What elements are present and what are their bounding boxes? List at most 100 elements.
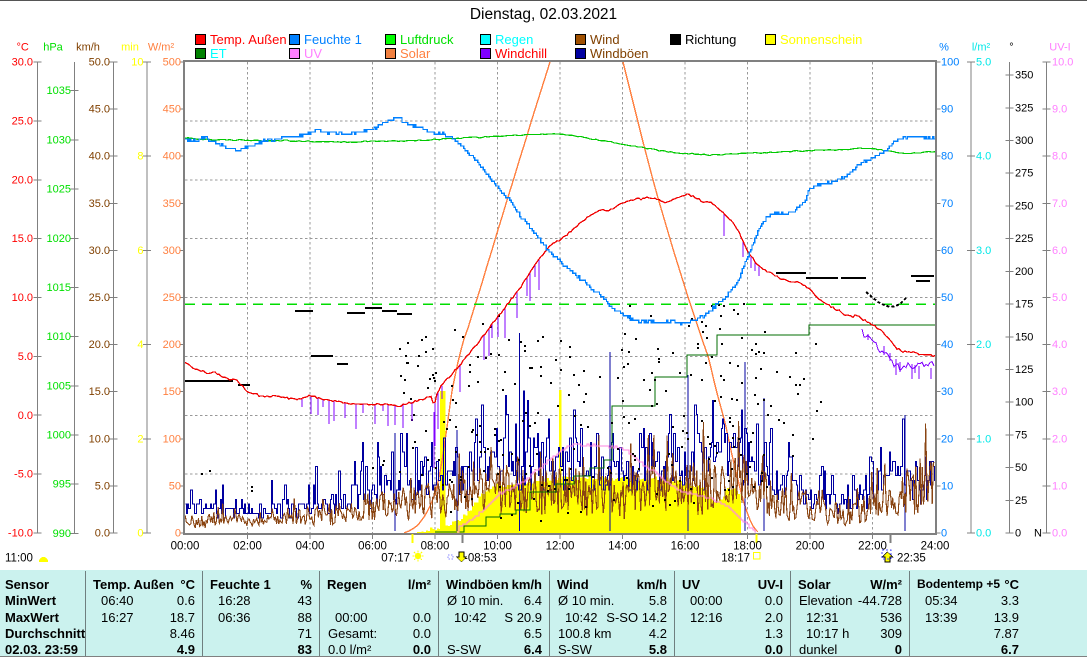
svg-text:70: 70: [941, 198, 953, 210]
svg-text:5.0: 5.0: [18, 351, 33, 363]
svg-text:350: 350: [163, 198, 181, 210]
svg-text:995: 995: [53, 479, 71, 491]
svg-text:4.0: 4.0: [976, 151, 991, 163]
svg-text:10:00: 10:00: [483, 541, 512, 553]
svg-text:40.0: 40.0: [89, 151, 110, 163]
svg-text:5.0: 5.0: [1052, 292, 1067, 304]
svg-text:60: 60: [941, 245, 953, 257]
svg-text:0.0: 0.0: [1052, 528, 1067, 540]
svg-text:6.0: 6.0: [1052, 245, 1067, 257]
svg-text:25.0: 25.0: [12, 115, 33, 127]
svg-text:100: 100: [163, 433, 181, 445]
svg-text:3.0: 3.0: [1052, 386, 1067, 398]
svg-text:10.0: 10.0: [12, 292, 33, 304]
svg-text:5.0: 5.0: [976, 57, 991, 69]
svg-text:02:00: 02:00: [233, 541, 262, 553]
svg-text:20:00: 20:00: [796, 541, 825, 553]
svg-text:990: 990: [53, 528, 71, 540]
svg-text:l/m²: l/m²: [972, 42, 991, 54]
svg-text:80: 80: [941, 151, 953, 163]
svg-text:-08:53: -08:53: [464, 553, 497, 565]
svg-text:125: 125: [1015, 364, 1033, 376]
svg-text:350: 350: [1015, 70, 1033, 82]
svg-text:2.0: 2.0: [976, 339, 991, 351]
svg-text:35.0: 35.0: [89, 198, 110, 210]
svg-text:15.0: 15.0: [12, 233, 33, 245]
svg-text:3.0: 3.0: [976, 245, 991, 257]
svg-text:20.0: 20.0: [12, 174, 33, 186]
svg-text:2.0: 2.0: [1052, 433, 1067, 445]
svg-text:10.0: 10.0: [1052, 57, 1073, 69]
svg-text:4: 4: [137, 339, 143, 351]
svg-text:0: 0: [1015, 528, 1021, 540]
svg-text:1.0: 1.0: [976, 433, 991, 445]
svg-text:1020: 1020: [47, 233, 71, 245]
svg-text:0: 0: [137, 528, 143, 540]
svg-text:325: 325: [1015, 102, 1033, 114]
svg-text:4.0: 4.0: [1052, 339, 1067, 351]
svg-text:500: 500: [163, 57, 181, 69]
svg-text:100: 100: [941, 57, 959, 69]
svg-text:450: 450: [163, 104, 181, 116]
svg-text:5.0: 5.0: [95, 480, 110, 492]
svg-text:400: 400: [163, 151, 181, 163]
svg-text:30: 30: [941, 386, 953, 398]
svg-text:18:17: 18:17: [721, 553, 750, 565]
svg-text:00:00: 00:00: [171, 541, 200, 553]
svg-text:hPa: hPa: [43, 42, 63, 54]
svg-text:%: %: [939, 42, 949, 54]
svg-text:6: 6: [137, 245, 143, 257]
svg-text:175: 175: [1015, 299, 1033, 311]
svg-text:07:17: 07:17: [381, 553, 410, 565]
svg-text:45.0: 45.0: [89, 104, 110, 116]
svg-text:50: 50: [169, 480, 181, 492]
svg-text:7.0: 7.0: [1052, 198, 1067, 210]
svg-text:30.0: 30.0: [89, 245, 110, 257]
svg-text:-5.0: -5.0: [14, 469, 33, 481]
svg-text:50.0: 50.0: [89, 57, 110, 69]
svg-text:-10.0: -10.0: [8, 528, 33, 540]
svg-text:24:00: 24:00: [921, 541, 950, 553]
svg-text:04:00: 04:00: [296, 541, 325, 553]
svg-text:0.0: 0.0: [95, 528, 110, 540]
svg-text:25.0: 25.0: [89, 292, 110, 304]
svg-text:min: min: [121, 42, 139, 54]
svg-text:300: 300: [163, 245, 181, 257]
svg-text:250: 250: [163, 292, 181, 304]
svg-text:1025: 1025: [47, 184, 71, 196]
svg-text:300: 300: [1015, 135, 1033, 147]
svg-text:10: 10: [941, 480, 953, 492]
svg-text:22:35: 22:35: [897, 553, 926, 565]
svg-text:W/m²: W/m²: [148, 42, 175, 54]
svg-text:1010: 1010: [47, 331, 71, 343]
svg-text:10.0: 10.0: [89, 433, 110, 445]
svg-text:275: 275: [1015, 168, 1033, 180]
svg-text:1000: 1000: [47, 430, 71, 442]
svg-text:10: 10: [131, 57, 143, 69]
svg-text:°: °: [1009, 42, 1013, 54]
svg-text:1035: 1035: [47, 85, 71, 97]
svg-text:0.0: 0.0: [18, 410, 33, 422]
svg-text:150: 150: [1015, 331, 1033, 343]
svg-text:250: 250: [1015, 200, 1033, 212]
svg-text:22:00: 22:00: [858, 541, 887, 553]
svg-text:12:00: 12:00: [546, 541, 575, 553]
svg-text:1030: 1030: [47, 134, 71, 146]
svg-text:08:00: 08:00: [421, 541, 450, 553]
svg-text:20: 20: [941, 433, 953, 445]
svg-text:225: 225: [1015, 233, 1033, 245]
svg-text:100: 100: [1015, 397, 1033, 409]
svg-text:1.0: 1.0: [1052, 480, 1067, 492]
svg-text:20.0: 20.0: [89, 339, 110, 351]
svg-text:0: 0: [941, 528, 947, 540]
svg-text:200: 200: [163, 339, 181, 351]
svg-text:25: 25: [1015, 495, 1027, 507]
svg-text:90: 90: [941, 104, 953, 116]
svg-text:200: 200: [1015, 266, 1033, 278]
svg-text:14:00: 14:00: [608, 541, 637, 553]
svg-text:11:00: 11:00: [5, 553, 33, 565]
svg-text:8.0: 8.0: [1052, 151, 1067, 163]
svg-text:18:00: 18:00: [733, 541, 762, 553]
svg-text:°C: °C: [17, 42, 29, 54]
svg-text:50: 50: [941, 292, 953, 304]
